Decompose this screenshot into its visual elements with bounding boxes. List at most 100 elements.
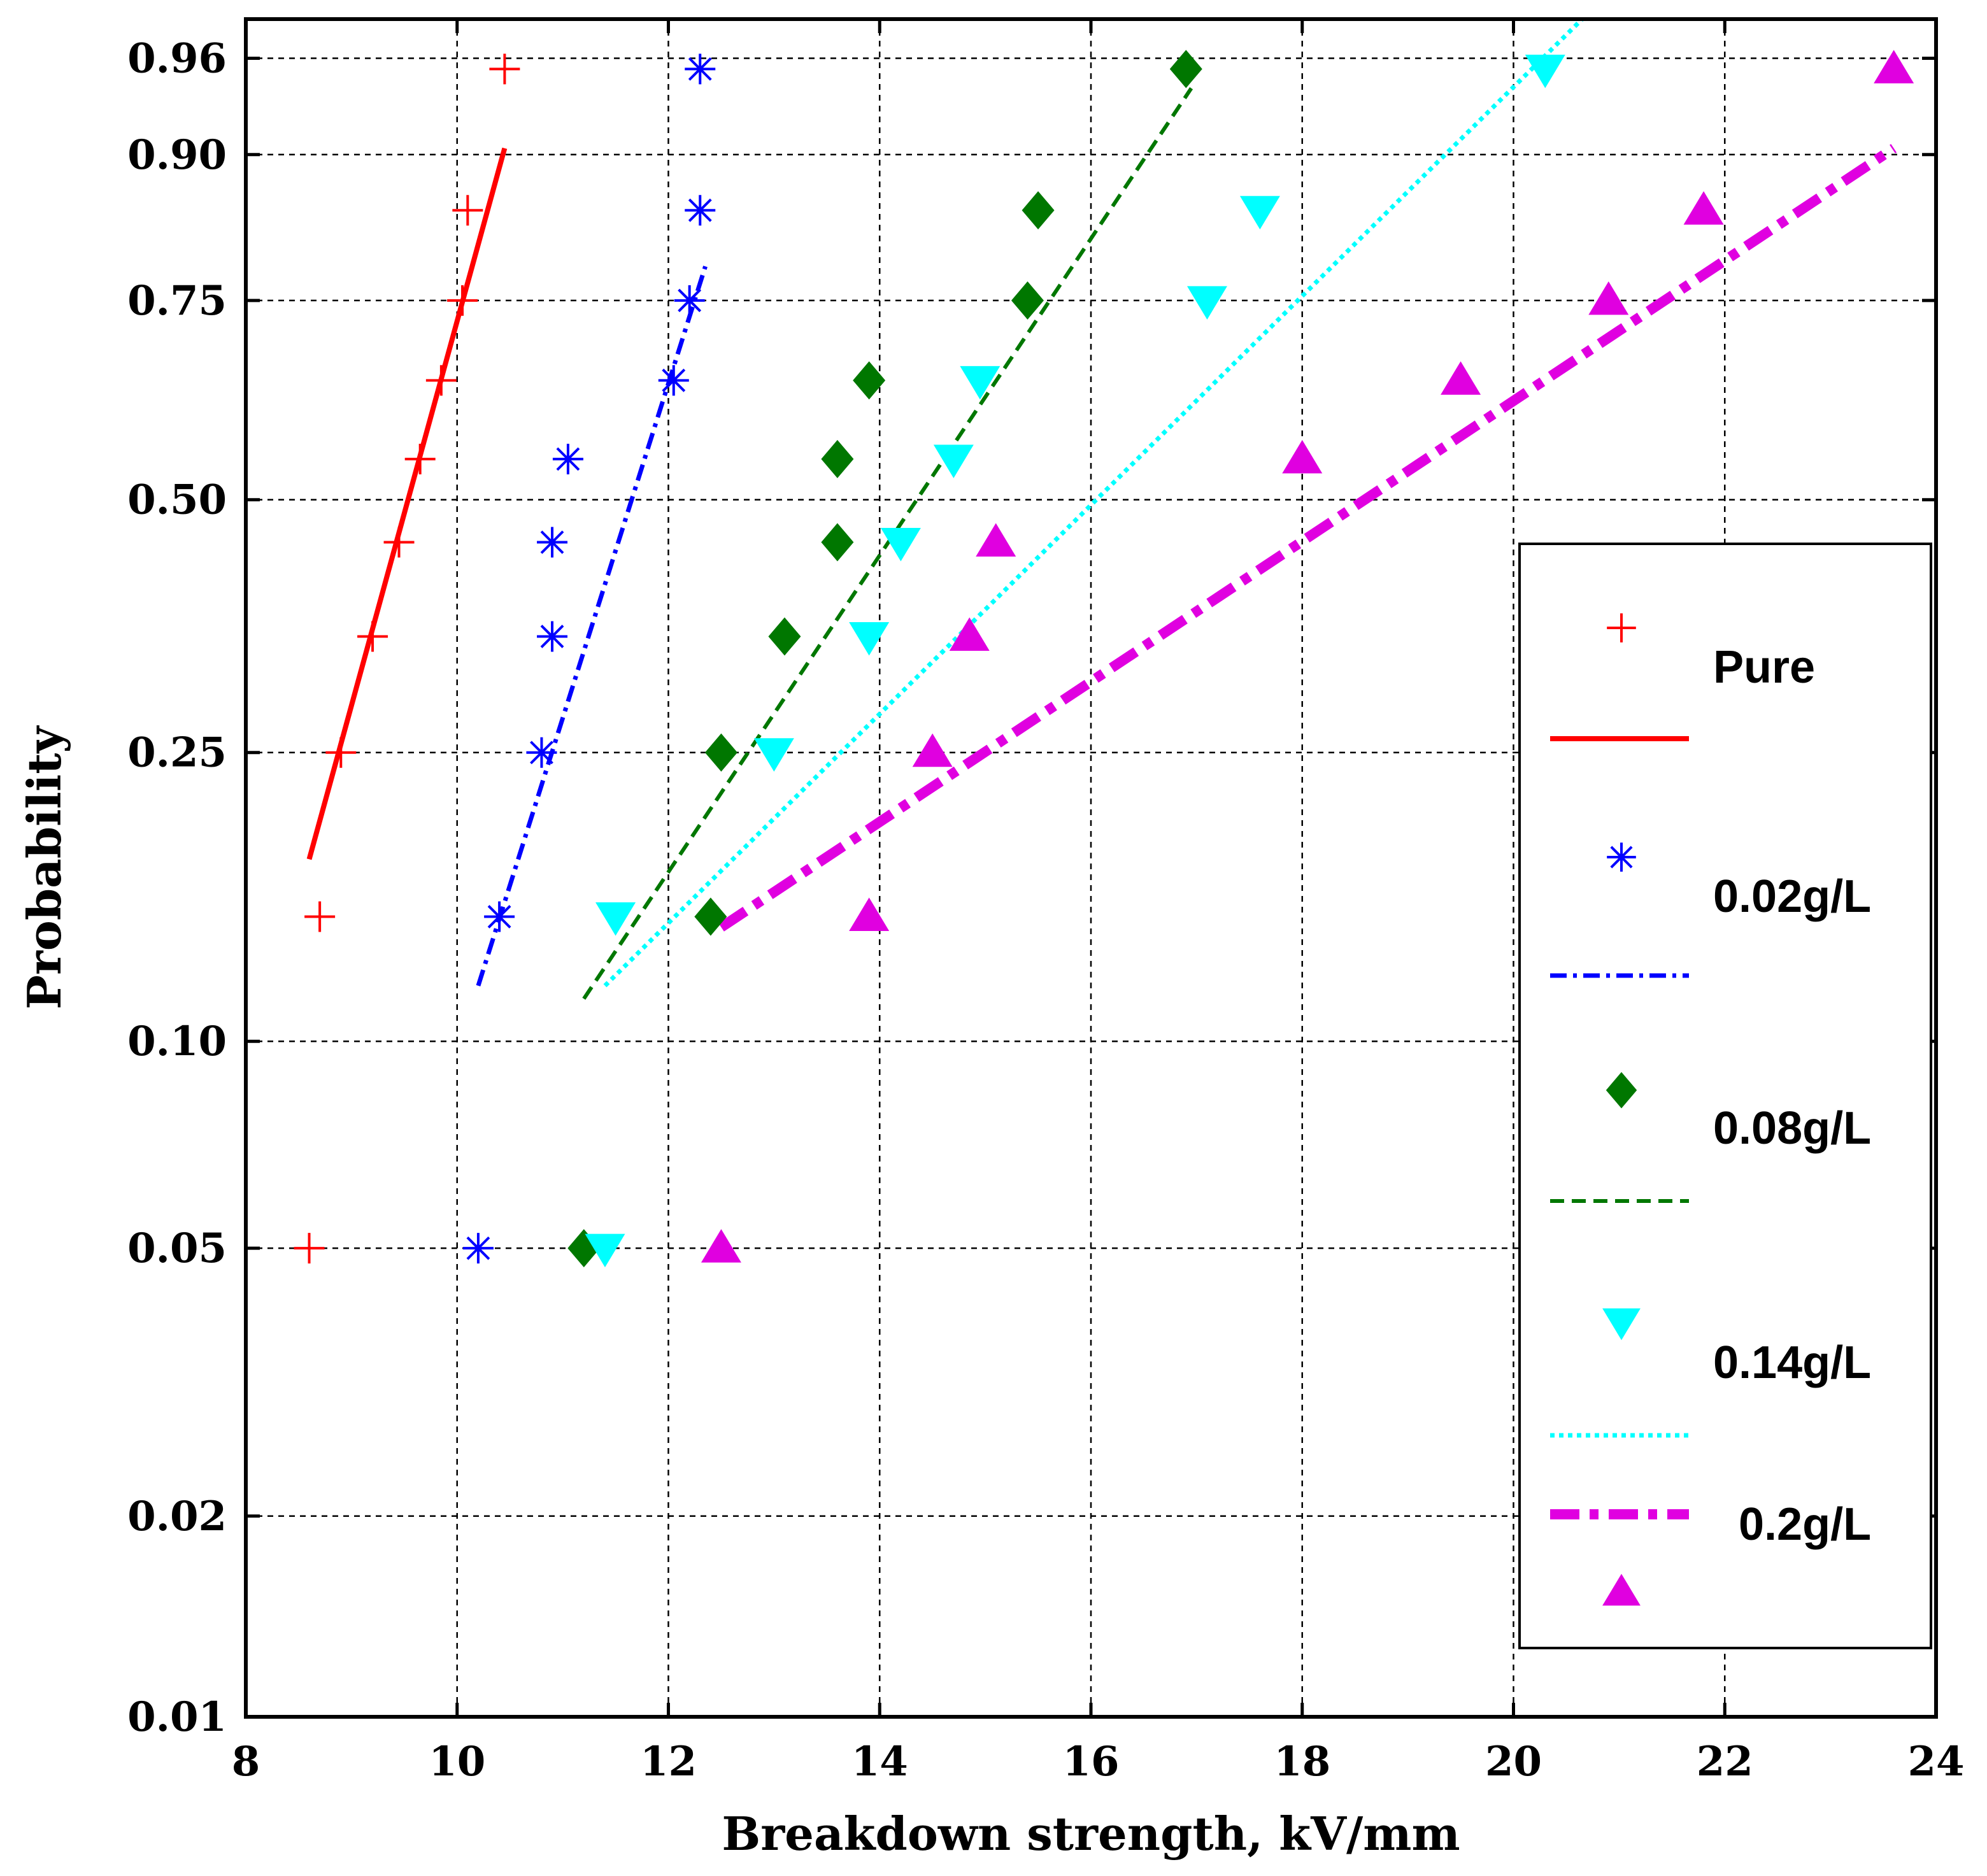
y-tick-label: 0.25 [127,729,227,777]
data-point-0-2g-l [849,897,890,932]
data-point-0-2g-l [1874,50,1914,83]
marker-shape [976,523,1016,557]
marker-shape [1186,286,1227,320]
y-tick-label: 0.75 [127,277,227,325]
x-tick-label: 22 [1697,1738,1753,1786]
marker-stroke [487,905,511,928]
legend-marker-0-2g-l [1602,1574,1641,1606]
data-point-0-08g-l [694,897,727,936]
legend-label-0-08g-l: 0.08g/L [1713,1103,1871,1154]
marker-stroke [678,288,702,313]
legend-label-0-14g-l: 0.14g/L [1713,1337,1871,1388]
marker-shape [880,528,921,562]
marker-shape [933,444,974,478]
data-point-0-14g-l [1525,54,1565,89]
ticks: 0.01 0.02 0.05 0.10 0.25 0.50 0.75 0.90 0.96 8 10 1… [127,19,1965,1786]
data-point-0-02g-l [462,1233,494,1264]
data-point-0-02g-l [537,527,568,558]
data-point-pure [489,53,520,85]
data-point-0-08g-l [821,523,854,562]
fit-line-0-02g-l [476,266,708,986]
marker-stroke [556,447,580,471]
marker-shape [701,1229,741,1263]
data-point-pure [447,285,478,316]
marker-shape [768,617,801,656]
marker-shape [949,617,990,651]
data-point-0-2g-l [701,1229,741,1263]
data-point-0-08g-l [821,439,854,478]
marker-shape [585,1233,625,1268]
marker-shape [1022,191,1055,230]
marker-shape [1525,54,1565,89]
marker-stroke [662,368,686,392]
marker-shape [821,439,854,478]
marker-stroke [540,625,564,648]
data-point-0-02g-l [537,621,568,652]
data-point-0-2g-l [976,523,1016,557]
y-tick-label: 0.05 [127,1225,227,1272]
marker-shape [1011,281,1044,320]
legend-marker-0-14g-l [1602,1308,1641,1340]
y-tick-label: 0.90 [127,131,227,179]
marker-stroke [688,198,712,222]
data-point-0-02g-l [552,443,583,474]
data-point-pure [425,365,457,396]
data-point-0-02g-l [674,285,705,316]
fit-line-0-14g-l [603,17,1584,988]
data-point-0-14g-l [933,444,974,478]
legend-marker-0-08g-l [1606,1072,1637,1109]
y-tick-label: 0.50 [127,476,227,524]
marker-shape [1282,439,1323,474]
data-point-pure [294,1233,325,1264]
data-point-0-14g-l [595,902,636,936]
marker-shape [704,733,737,772]
y-tick-label: 0.96 [127,35,227,83]
data-point-0-08g-l [853,361,886,400]
legend-box [1518,543,1932,1649]
data-point-0-02g-l [685,195,716,226]
x-tick-label: 18 [1274,1738,1330,1786]
fit-lines [306,17,1897,1000]
marker-shape [595,902,636,936]
data-point-pure [357,621,388,652]
fit-line-0-2g-l [718,144,1897,932]
legend-marker-0-02g-l [1607,842,1636,872]
marker-shape [1169,50,1202,89]
data-point-0-02g-l [484,901,515,932]
fit-line-0-08g-l [582,87,1193,1000]
data-point-0-08g-l [1169,50,1202,89]
data-point-0-2g-l [1588,281,1629,315]
data-point-0-14g-l [1186,286,1227,320]
y-tick-label: 0.10 [127,1018,227,1065]
data-point-0-14g-l [960,366,1001,400]
x-axis-label: Breakdown strength, kV/mm [722,1807,1460,1861]
data-point-0-14g-l [880,528,921,562]
legend-label-0-02g-l: 0.02g/L [1713,871,1871,922]
data-point-0-14g-l [1239,195,1280,230]
data-point-0-2g-l [1683,191,1724,225]
data-point-0-14g-l [585,1233,625,1268]
data-point-0-02g-l [685,53,716,85]
x-tick-label: 8 [232,1738,260,1786]
data-point-0-08g-l [1011,281,1044,320]
marker-shape [821,523,854,562]
marker-stroke [688,57,712,81]
data-point-pure [383,527,415,558]
data-point-pure [404,443,436,474]
data-point-0-2g-l [912,733,953,767]
data-point-0-02g-l [658,365,689,396]
marker-shape [853,361,886,400]
data-point-0-2g-l [949,617,990,651]
legend-marker-pure [1607,613,1636,643]
marker-shape [694,897,727,936]
marker-stroke [1610,846,1633,869]
legend-label-pure: Pure [1713,642,1815,693]
data-point-0-2g-l [1282,439,1323,474]
marker-shape [1874,50,1914,83]
marker-stroke [540,530,564,554]
data-point-0-08g-l [704,733,737,772]
marker-shape [1602,1574,1641,1606]
legend-label-0-2g-l: 0.2g/L [1739,1499,1871,1550]
marker-shape [849,897,890,932]
